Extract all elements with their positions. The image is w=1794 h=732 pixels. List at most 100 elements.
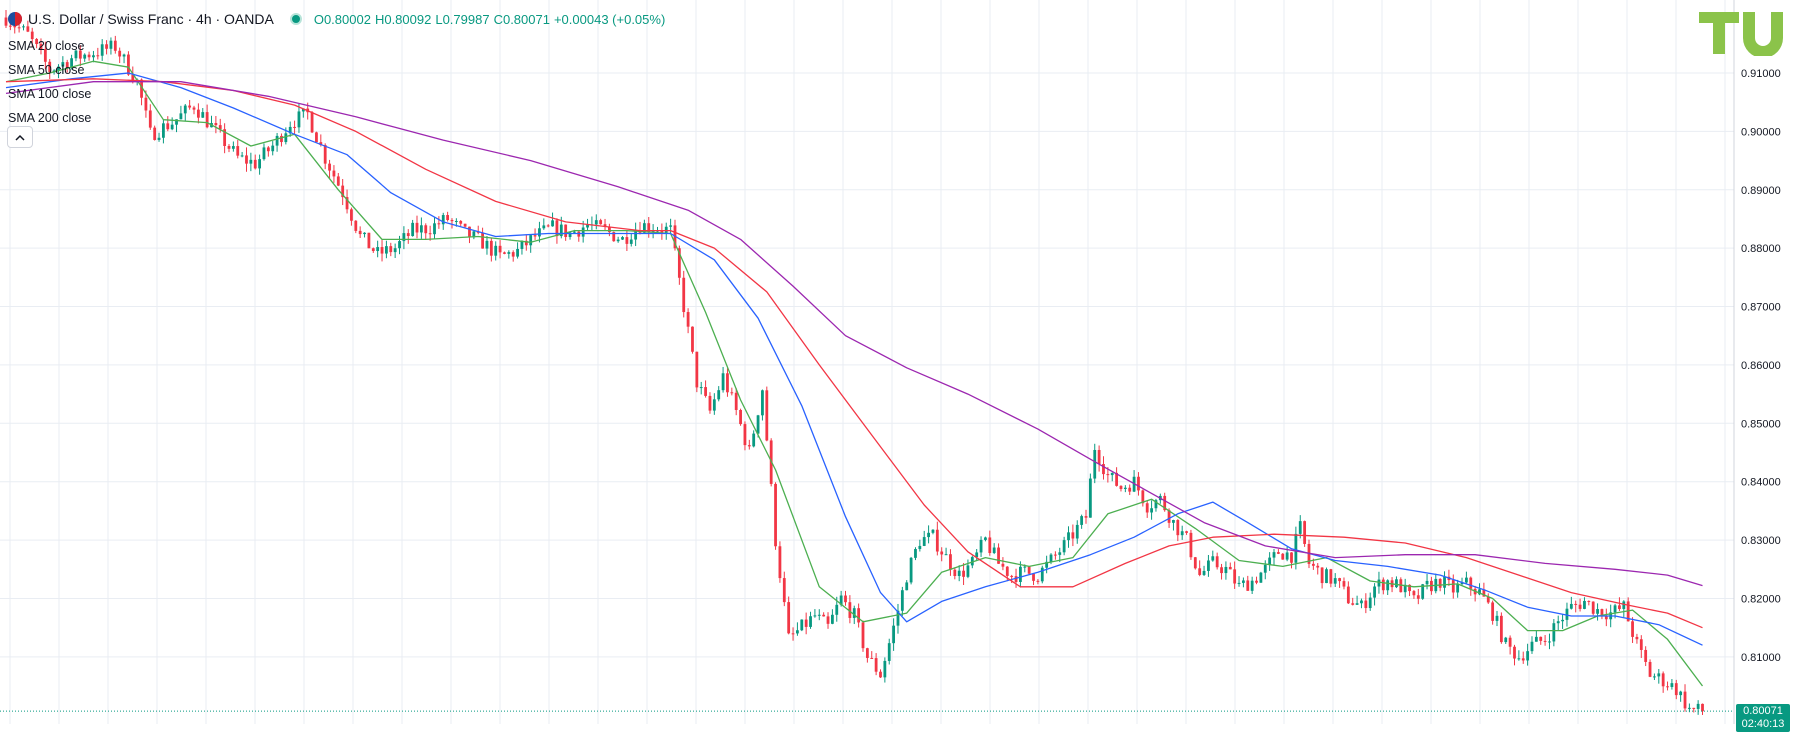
candle — [778, 541, 782, 583]
candle-body — [586, 224, 589, 228]
bar-countdown: 02:40:13 — [1741, 718, 1785, 731]
candle-body — [984, 537, 987, 540]
candle-body — [367, 232, 371, 249]
last-price-tag: 0.80071 02:40:13 — [1736, 704, 1790, 732]
candle — [1137, 472, 1140, 496]
candle — [1281, 553, 1285, 560]
candle-body — [1692, 707, 1696, 709]
candle-body — [804, 619, 808, 627]
candle-body — [1355, 603, 1359, 605]
candle-body — [634, 230, 638, 240]
candle-body — [883, 660, 887, 678]
candle-body — [704, 387, 707, 396]
candle-body — [153, 127, 157, 140]
candle — [87, 51, 91, 61]
candle-body — [516, 248, 519, 257]
candle — [1062, 536, 1066, 556]
symbol-title[interactable]: U.S. Dollar / Swiss Franc · 4h · OANDA — [28, 11, 274, 27]
candle — [922, 530, 926, 547]
candle-body — [293, 126, 296, 128]
candle-body — [1053, 554, 1057, 556]
candle — [341, 179, 345, 206]
candle-body — [625, 237, 629, 244]
candle — [1290, 552, 1293, 569]
candle-body — [144, 97, 148, 111]
candle-body — [708, 395, 712, 411]
candle — [253, 154, 257, 170]
candle — [1032, 573, 1035, 586]
candle — [1001, 557, 1005, 571]
candle — [188, 100, 192, 110]
candle — [22, 24, 25, 31]
candle-body — [970, 557, 974, 566]
y-tick-label: 0.88000 — [1741, 243, 1781, 255]
candle — [1701, 703, 1704, 715]
candle — [1604, 608, 1608, 627]
candle-body — [1486, 596, 1490, 603]
candle — [196, 103, 200, 124]
candle — [1027, 566, 1031, 575]
candle-body — [826, 616, 830, 624]
candle-body — [1526, 651, 1530, 661]
candle-body — [1346, 586, 1350, 604]
candle — [170, 117, 174, 131]
candle — [354, 220, 358, 234]
candle — [944, 547, 948, 556]
candle — [1237, 576, 1241, 587]
candle — [380, 240, 384, 262]
candle-body — [1093, 449, 1097, 479]
change-value: +0.00043 (+0.05%) — [553, 11, 666, 27]
collapse-legend-button[interactable] — [7, 126, 33, 148]
candle-body — [616, 239, 620, 242]
candle — [909, 556, 913, 585]
candle-body — [1416, 595, 1420, 599]
candle — [892, 618, 896, 651]
legend-sma100[interactable]: SMA 100 close — [8, 87, 92, 101]
candle-body — [927, 532, 930, 538]
candle-body — [83, 54, 87, 59]
candle-body — [1604, 615, 1608, 620]
candle-body — [249, 159, 253, 164]
candle-body — [1583, 600, 1586, 609]
candle-body — [695, 351, 699, 388]
candle — [1635, 633, 1639, 644]
candle — [157, 132, 161, 142]
candle — [761, 389, 764, 421]
indicator-legend: SMA 20 close SMA 50 close SMA 100 close … — [8, 34, 91, 130]
candle — [258, 154, 262, 175]
candle-body — [1097, 449, 1101, 465]
legend-sma200[interactable]: SMA 200 close — [8, 111, 92, 125]
candle — [105, 40, 108, 55]
candle — [1220, 563, 1223, 580]
candle-body — [957, 570, 961, 577]
candle-body — [57, 66, 60, 71]
candle — [459, 220, 463, 227]
candle-body — [105, 44, 108, 49]
candle-body — [1036, 580, 1040, 582]
candle — [734, 388, 738, 416]
candle — [975, 548, 979, 561]
candle — [162, 119, 165, 144]
candle — [1320, 567, 1324, 589]
candle — [957, 565, 961, 582]
candle — [599, 218, 603, 225]
candle-body — [498, 245, 502, 253]
market-status-icon[interactable] — [289, 13, 302, 25]
legend-sma50[interactable]: SMA 50 close — [8, 63, 85, 77]
candle — [1346, 581, 1350, 605]
candle — [301, 108, 305, 118]
candle — [900, 586, 904, 616]
candle-body — [179, 113, 183, 120]
candle — [1325, 567, 1328, 584]
candle — [402, 226, 406, 250]
candle — [1263, 560, 1267, 580]
high-value: 0.80092 — [384, 11, 432, 27]
candle — [26, 20, 30, 33]
candle-body — [1294, 533, 1298, 563]
legend-sma20[interactable]: SMA 20 close — [8, 39, 85, 53]
candle-body — [1548, 641, 1551, 643]
candle-body — [22, 26, 25, 28]
candle-body — [35, 39, 39, 45]
candle-body — [905, 582, 909, 591]
